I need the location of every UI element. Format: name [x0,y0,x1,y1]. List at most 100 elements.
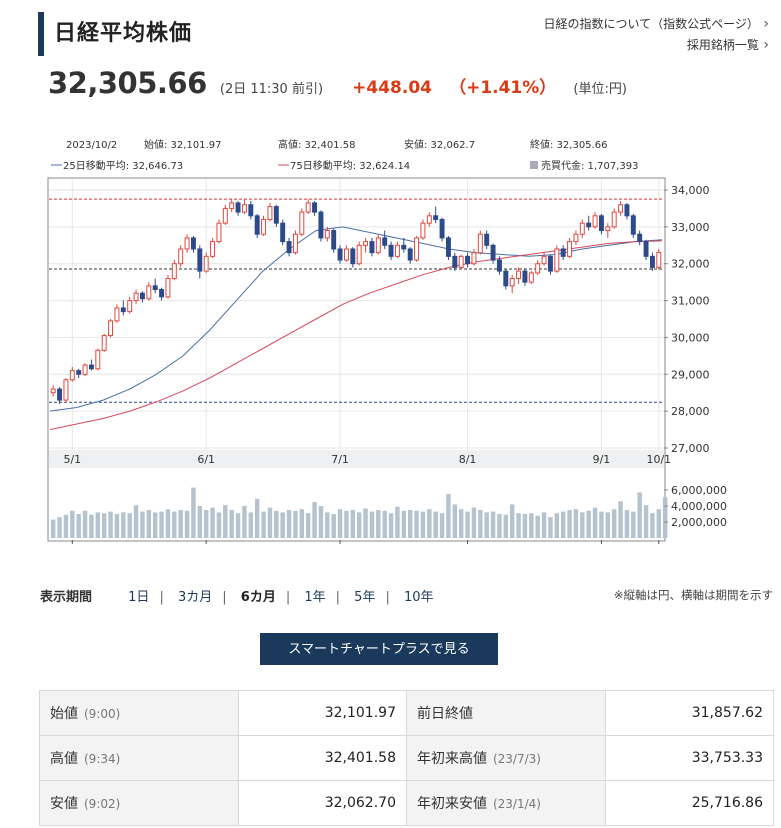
volume-bar [50,519,56,538]
period-3m[interactable]: 3カ月 [177,590,213,605]
volume-bar [484,512,489,538]
title-bar: 日経平均株価 [38,12,192,56]
candle-body [63,379,69,401]
volume-bar [369,511,375,538]
constituents-link[interactable]: 採用銘柄一覧 [544,35,769,56]
volume-bar [325,512,330,538]
candle-body [382,237,388,246]
candle-body [388,244,394,257]
volume-bar [337,509,343,538]
candle-body [605,226,611,232]
candle-body [50,388,56,394]
volume-tick-label: 6,000,000 [671,484,727,497]
volume-bar [216,512,222,538]
volume-bar [618,501,623,538]
candle-body [159,289,165,298]
candle-body [95,349,101,370]
table-row: 高値 (9:34) 32,401.58 年初来高値 (23/7/3) 33,753.… [39,735,775,781]
candle-body [280,222,286,243]
period-1d[interactable]: 1日 [128,590,150,605]
x-axis-labels: 5/1 6/1 7/1 8/1 9/1 10/1 [63,453,671,466]
volume-bar [318,506,324,538]
candle-body [573,233,579,243]
period-5y[interactable]: 5年 [354,590,376,605]
candle-body [579,222,585,235]
candle-body [528,272,534,283]
legend-date: 2023/10/2 [66,140,117,151]
candle-body [611,211,617,228]
volume-bar [497,514,502,538]
y-tick-label: 31,000 [671,295,710,308]
index-info-link[interactable]: 日経の指数について（指数公式ページ） [544,14,769,35]
candle-body [477,233,483,254]
volume-bar [344,510,349,538]
period-10y[interactable]: 10年 [403,590,434,605]
volume-bar [503,514,509,538]
candle-body [171,263,177,279]
volume-tick-label: 2,000,000 [671,516,727,529]
stat-label: 始値 (9:00) [39,690,239,736]
volume-bar [261,511,266,538]
volume-bar [172,511,177,538]
candle-body [69,370,75,381]
candle-body [241,204,247,213]
volume-tick-label: 4,000,000 [671,500,727,513]
smart-chart-button[interactable]: スマートチャートプラスで見る [260,633,498,665]
volume-bar [305,513,311,538]
volume-bar [331,514,336,538]
volume-bar [637,492,642,538]
candle-body [560,248,566,257]
volume-bar [89,514,94,538]
volume-bar [401,510,407,538]
candle-body [522,270,528,283]
candle-body [299,211,305,235]
candle-body [331,230,337,250]
candle-body [516,270,522,279]
volume-bar [650,513,655,538]
volume-bar [235,513,241,538]
candle-body [76,370,82,375]
volume-bar [140,511,145,538]
y-tick-label: 32,000 [671,258,710,271]
volume-bar [516,513,521,538]
volume-bar [178,510,183,538]
legend-ma25: 25日移動平均: 32,646.73 [63,159,183,172]
volume-bar [388,513,394,538]
stat-value: 32,062.70 [237,780,407,826]
volume-bar [146,510,152,538]
volume-bar [63,514,69,538]
volume-bar [554,513,560,538]
volume-bar [248,512,254,538]
volume-bar [662,497,668,538]
candle-body [343,248,349,261]
y-tick-label: 29,000 [671,368,710,381]
period-1y[interactable]: 1年 [304,590,326,605]
legend-volume-swatch [530,161,538,169]
volume-bar [165,509,171,538]
legend-volume: 売買代金: 1,707,393 [541,159,638,172]
volume-bar [509,504,515,538]
x-tick-label: 6/1 [197,453,215,466]
legend-close: 終値: 32,305.66 [530,138,607,151]
stats-table: 始値 (9:00) 32,101.97 前日終値 31,857.62 高値 (9:3… [39,690,775,826]
candlestick-chart: 2023/10/2 始値: 32,101.97 高値: 32,401.58 安値… [47,138,727,544]
candle-body [439,218,445,239]
current-price: 32,305.66 [48,66,207,100]
candle-body [656,251,662,268]
volume-bar [133,505,139,538]
candle-body [229,202,235,209]
candle-body [567,241,573,257]
volume-bar [152,512,158,538]
candle-body [598,215,604,232]
volume-bar [548,517,553,538]
volume-bar [599,511,604,538]
volume-bar [631,511,636,538]
candle-body [178,248,184,265]
legend-ma75: 75日移動平均: 32,624.14 [290,159,410,172]
top-links: 日経の指数について（指数公式ページ） 採用銘柄一覧 [544,14,769,56]
volume-bar [580,512,585,538]
period-6m[interactable]: 6カ月 [240,590,276,605]
volume-bar [274,510,279,538]
stat-value: 25,716.86 [604,780,775,826]
candle-body [394,244,400,257]
